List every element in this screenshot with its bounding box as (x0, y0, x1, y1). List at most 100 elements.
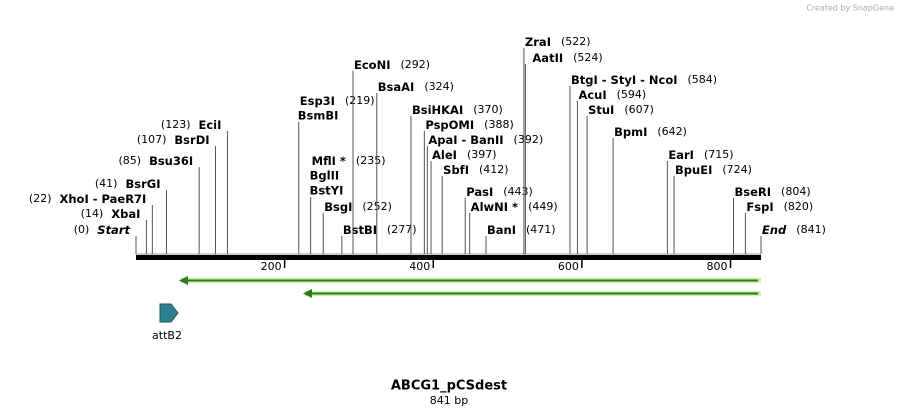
site-position: (22) (29, 192, 52, 205)
enzyme-name: AlwNI * (471, 200, 518, 214)
site-position: (443) (503, 185, 533, 198)
site-position: (219) (345, 94, 375, 107)
sequence-backbone (136, 255, 761, 260)
enzyme-name: Bsu36I (149, 154, 193, 168)
enzyme-name: BsiHKAI (412, 103, 463, 117)
enzyme-name: Esp3I (300, 94, 335, 108)
enzyme-name: BseRI (735, 185, 772, 199)
orf-arrows (179, 276, 761, 298)
enzyme-name: AleI (432, 148, 457, 162)
map-title: ABCG1_pCSdest (391, 379, 507, 394)
site-position: (85) (118, 154, 141, 167)
enzyme-label: SbfI (412) (443, 163, 508, 177)
enzyme-label: BpmI (642) (614, 125, 687, 139)
enzyme-name: SbfI (443, 163, 469, 177)
site-position: (292) (400, 58, 430, 71)
enzyme-name: BpmI (614, 125, 647, 139)
site-position: (642) (657, 125, 687, 138)
site-position: (449) (528, 200, 558, 213)
site-position: (388) (484, 118, 514, 131)
enzyme-label: BanI (471) (487, 223, 556, 237)
enzyme-name: BanI (487, 223, 516, 237)
ruler-tick-label: 200 (261, 260, 282, 273)
enzyme-name: PasI (466, 185, 493, 199)
enzyme-name: BstBI (343, 223, 377, 237)
orf-head (179, 276, 188, 285)
site-position: (715) (704, 148, 734, 161)
enzyme-label: PspOMI (388) (425, 118, 513, 132)
enzyme-name: XhoI - PaeR7I (60, 192, 147, 206)
site-position: (594) (617, 88, 647, 101)
site-position: (107) (137, 133, 167, 146)
enzyme-name: EciI (199, 118, 222, 132)
site-position: (412) (479, 163, 509, 176)
orf-head (303, 289, 312, 298)
enzyme-name: BsrDI (174, 133, 209, 147)
enzyme-label: AleI (397) (432, 148, 497, 162)
enzyme-label: (123) EciI (161, 118, 222, 132)
enzyme-label: ZraI (522) (525, 35, 591, 49)
enzyme-label: BseRI (804) (735, 185, 811, 199)
enzyme-name: StuI (588, 103, 614, 117)
enzyme-name: MflI * (312, 154, 346, 168)
site-position: (123) (161, 118, 191, 131)
enzyme-name: BsmBI (298, 109, 339, 123)
enzyme-name: XbaI (111, 207, 140, 221)
enzyme-label: (0) Start (74, 223, 131, 237)
enzyme-label: (14) XbaI (81, 207, 141, 221)
enzyme-label: AatII (524) (532, 51, 602, 65)
enzyme-label: BtgI - StyI - NcoI (584) (571, 73, 717, 87)
enzyme-label: (41) BsrGI (95, 177, 161, 191)
enzyme-name: FspI (746, 200, 773, 214)
enzyme-name: ApaI - BanII (428, 133, 503, 147)
feature-arrow (159, 303, 179, 323)
site-position: (607) (624, 103, 654, 116)
enzyme-label: End (841) (762, 223, 826, 237)
enzyme-label: BsiHKAI (370) (412, 103, 503, 117)
feature-label: attB2 (152, 329, 182, 342)
site-position: (370) (473, 103, 503, 116)
enzyme-label: BsaAI (324) (378, 80, 454, 94)
ruler-tick-label: 600 (558, 260, 579, 273)
site-position: (0) (74, 223, 90, 236)
enzyme-label: StuI (607) (588, 103, 654, 117)
enzyme-label: AlwNI * (449) (471, 200, 558, 214)
ruler-tick-label: 400 (409, 260, 430, 273)
site-position: (471) (526, 223, 556, 236)
enzyme-label: (107) BsrDI (137, 133, 210, 147)
enzyme-label: BstBI (277) (343, 223, 417, 237)
enzyme-label: PasI (443) (466, 185, 533, 199)
enzyme-name: BtgI - StyI - NcoI (571, 73, 678, 87)
enzyme-label: BpuEI (724) (675, 163, 752, 177)
enzyme-name: BstYI (310, 184, 344, 198)
enzyme-name: Start (97, 223, 130, 237)
enzyme-label: EcoNI (292) (354, 58, 430, 72)
enzyme-label: EarI (715) (668, 148, 733, 162)
enzyme-name: BpuEI (675, 163, 712, 177)
map-subtitle: 841 bp (430, 394, 468, 407)
site-position: (584) (688, 73, 718, 86)
site-position: (820) (784, 200, 814, 213)
enzyme-label: Esp3I (219) (300, 94, 375, 108)
enzyme-label: (22) XhoI - PaeR7I (29, 192, 146, 206)
site-position: (235) (356, 154, 386, 167)
enzyme-name: EarI (668, 148, 694, 162)
enzyme-name: PspOMI (425, 118, 474, 132)
enzyme-name: BsrGI (125, 177, 160, 191)
enzyme-name: BglII (310, 169, 340, 183)
enzyme-name: BsgI (324, 200, 352, 214)
enzyme-name: BsaAI (378, 80, 415, 94)
enzyme-label: FspI (820) (746, 200, 813, 214)
enzyme-label: BsgI(252) (324, 200, 392, 214)
site-position: (724) (722, 163, 752, 176)
site-position: (324) (424, 80, 454, 93)
credit: Created by SnapGene (806, 4, 894, 13)
enzyme-label: ApaI - BanII (392) (428, 133, 543, 147)
enzyme-label: (85) Bsu36I (118, 154, 193, 168)
enzyme-name: EcoNI (354, 58, 390, 72)
enzyme-name: AcuI (578, 88, 606, 102)
ruler-tick-label: 800 (707, 260, 728, 273)
enzyme-name: AatII (532, 51, 563, 65)
enzyme-name: End (762, 223, 787, 237)
